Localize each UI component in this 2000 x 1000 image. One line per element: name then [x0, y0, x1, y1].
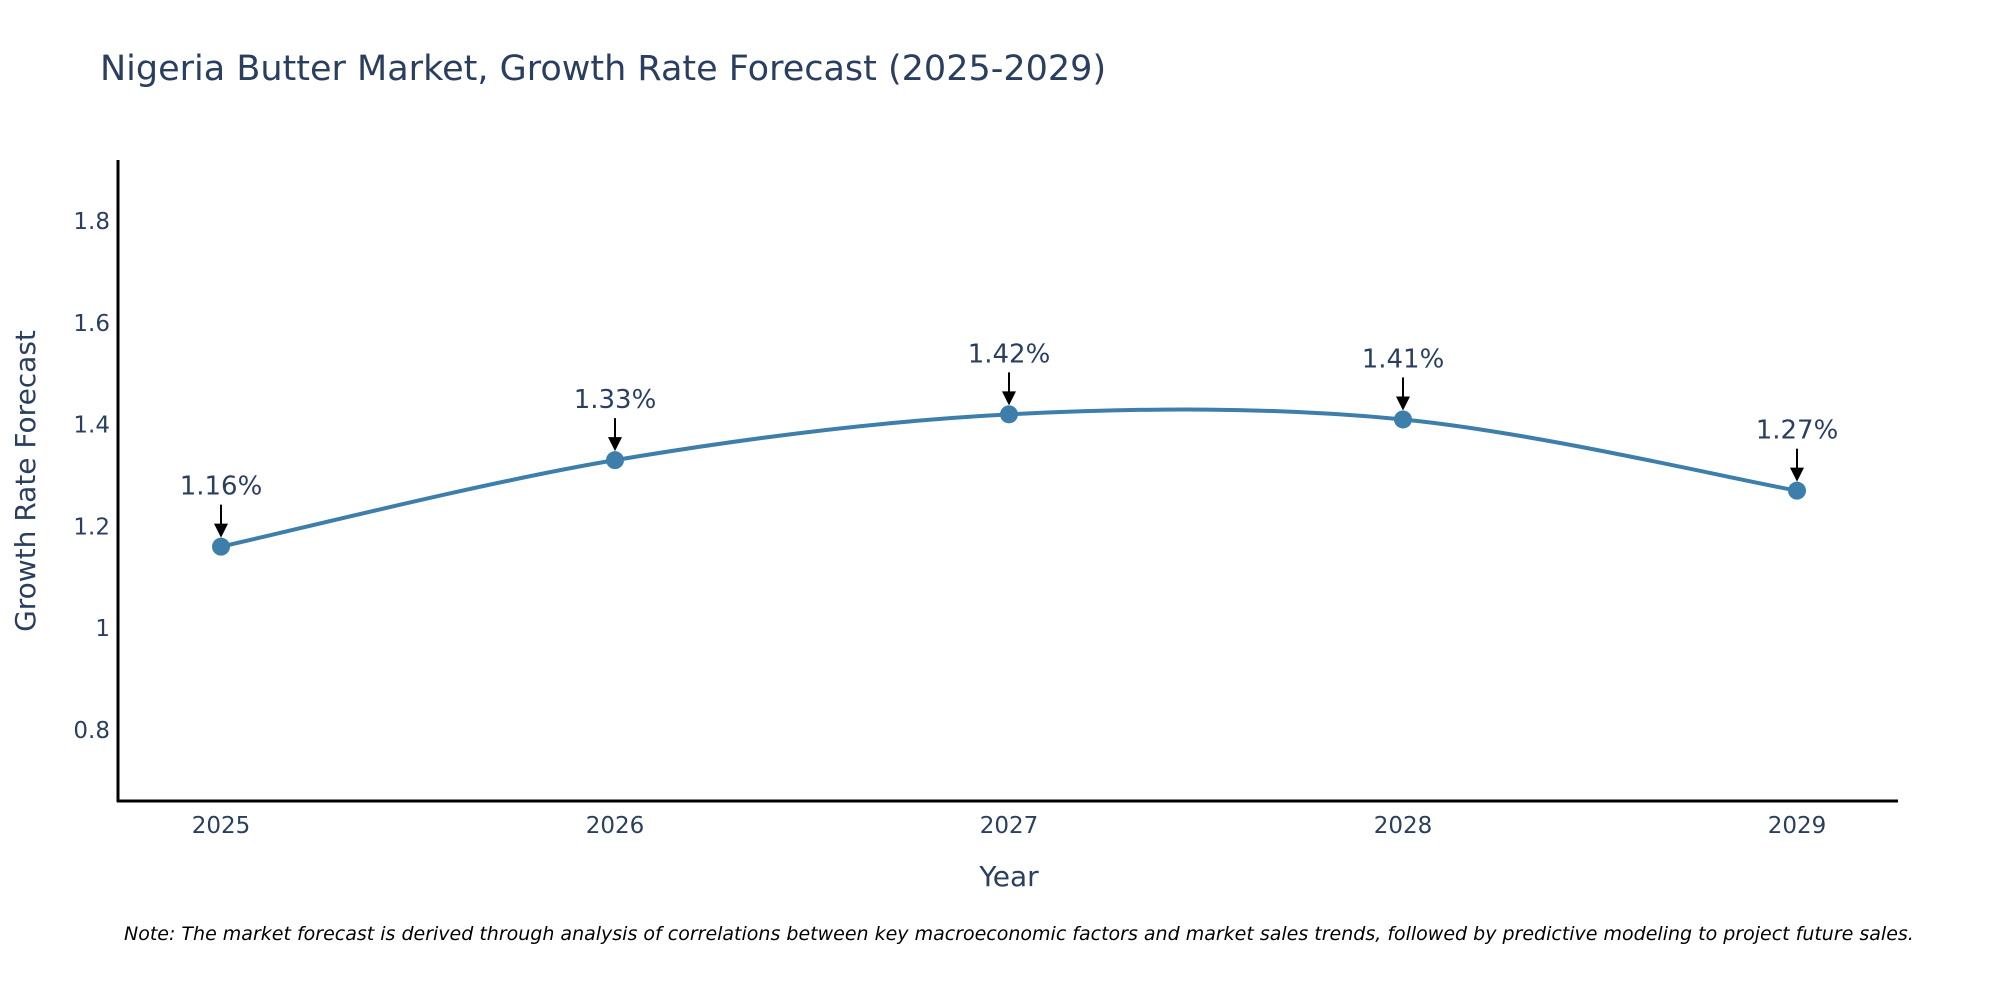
- data-label: 1.33%: [574, 385, 657, 415]
- x-tick-label: 2028: [1374, 813, 1433, 839]
- data-label: 1.41%: [1362, 344, 1445, 374]
- annotation-arrow-head: [1790, 467, 1804, 482]
- data-point: [1788, 481, 1806, 500]
- data-point: [212, 537, 230, 556]
- y-tick-label: 1.8: [73, 209, 110, 235]
- annotation-arrow-head: [1396, 396, 1410, 411]
- series-line: [220, 407, 1798, 549]
- chart-title: Nigeria Butter Market, Growth Rate Forec…: [100, 49, 1106, 89]
- y-tick-label: 1: [95, 616, 110, 642]
- x-tick-label: 2029: [1768, 813, 1827, 839]
- annotation-arrow-head: [608, 437, 622, 452]
- footnote: Note: The market forecast is derived thr…: [124, 923, 1914, 945]
- data-annotations: 1.16% 1.33% 1.42% 1.41% 1.27%: [180, 339, 1839, 538]
- data-label: 1.27%: [1756, 416, 1839, 446]
- data-point: [606, 451, 624, 470]
- x-tick-label: 2026: [586, 813, 645, 839]
- annotation-arrow-head: [1002, 391, 1016, 406]
- axes: [116, 160, 1898, 803]
- y-tick-label: 0.8: [73, 718, 110, 744]
- x-tick-label: 2025: [192, 813, 251, 839]
- data-point: [1394, 410, 1412, 429]
- y-tick-label: 1.2: [73, 514, 110, 540]
- data-point: [1000, 405, 1018, 424]
- x-tick-label: 2027: [980, 813, 1039, 839]
- data-label: 1.16%: [180, 472, 263, 502]
- y-tick-labels: 0.8 1 1.2 1.4 1.6 1.8: [73, 209, 110, 744]
- y-tick-label: 1.6: [73, 311, 110, 337]
- x-tick-labels: 2025 2026 2027 2028 2029: [192, 813, 1827, 839]
- x-axis-title: Year: [978, 860, 1039, 893]
- series-markers: [212, 405, 1806, 556]
- annotation-arrow-head: [214, 523, 228, 538]
- y-axis-title: Growth Rate Forecast: [9, 330, 42, 632]
- data-label: 1.42%: [968, 339, 1051, 369]
- y-tick-label: 1.4: [73, 413, 110, 439]
